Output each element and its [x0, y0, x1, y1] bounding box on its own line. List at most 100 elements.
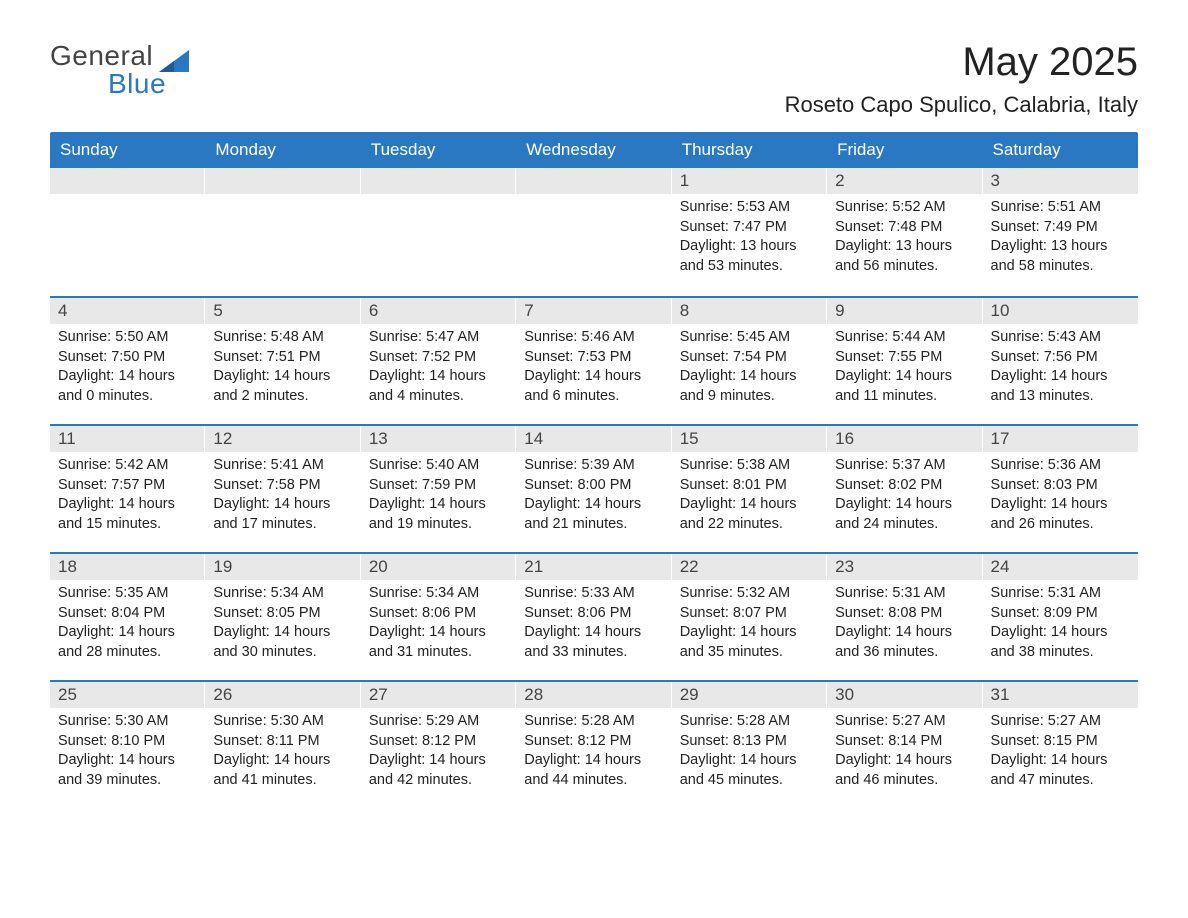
- sunrise-text: Sunrise: 5:31 AM: [991, 584, 1130, 604]
- daylight-text: Daylight: 14 hours and 13 minutes.: [991, 367, 1130, 406]
- day-number: 30: [827, 682, 982, 708]
- daylight-text: Daylight: 14 hours and 46 minutes.: [835, 751, 974, 790]
- daylight-text: Daylight: 14 hours and 44 minutes.: [524, 751, 663, 790]
- week-row: 4Sunrise: 5:50 AMSunset: 7:50 PMDaylight…: [50, 296, 1138, 424]
- sunset-text: Sunset: 8:06 PM: [524, 604, 663, 624]
- day-cell: 17Sunrise: 5:36 AMSunset: 8:03 PMDayligh…: [983, 426, 1138, 552]
- week-row: 25Sunrise: 5:30 AMSunset: 8:10 PMDayligh…: [50, 680, 1138, 808]
- daylight-text: Daylight: 13 hours and 56 minutes.: [835, 237, 974, 276]
- sunrise-text: Sunrise: 5:28 AM: [524, 712, 663, 732]
- weeks-container: 1Sunrise: 5:53 AMSunset: 7:47 PMDaylight…: [50, 168, 1138, 808]
- sunrise-text: Sunrise: 5:34 AM: [369, 584, 508, 604]
- sunrise-text: Sunrise: 5:40 AM: [369, 456, 508, 476]
- daylight-text: Daylight: 14 hours and 39 minutes.: [58, 751, 197, 790]
- sunset-text: Sunset: 8:05 PM: [213, 604, 352, 624]
- sunrise-text: Sunrise: 5:51 AM: [991, 198, 1130, 218]
- day-number: 8: [672, 298, 827, 324]
- day-cell: 16Sunrise: 5:37 AMSunset: 8:02 PMDayligh…: [827, 426, 982, 552]
- sunset-text: Sunset: 7:50 PM: [58, 348, 197, 368]
- sunrise-text: Sunrise: 5:36 AM: [991, 456, 1130, 476]
- day-number: 20: [361, 554, 516, 580]
- sunrise-text: Sunrise: 5:43 AM: [991, 328, 1130, 348]
- sunset-text: Sunset: 8:10 PM: [58, 732, 197, 752]
- sunrise-text: Sunrise: 5:48 AM: [213, 328, 352, 348]
- day-body: Sunrise: 5:44 AMSunset: 7:55 PMDaylight:…: [827, 324, 982, 412]
- day-body: Sunrise: 5:38 AMSunset: 8:01 PMDaylight:…: [672, 452, 827, 540]
- sunrise-text: Sunrise: 5:30 AM: [213, 712, 352, 732]
- day-body: Sunrise: 5:37 AMSunset: 8:02 PMDaylight:…: [827, 452, 982, 540]
- day-number: 28: [516, 682, 671, 708]
- sunrise-text: Sunrise: 5:45 AM: [680, 328, 819, 348]
- sunset-text: Sunset: 7:48 PM: [835, 218, 974, 238]
- sunset-text: Sunset: 7:59 PM: [369, 476, 508, 496]
- day-number: 2: [827, 168, 982, 194]
- day-cell: 15Sunrise: 5:38 AMSunset: 8:01 PMDayligh…: [672, 426, 827, 552]
- day-cell: 19Sunrise: 5:34 AMSunset: 8:05 PMDayligh…: [205, 554, 360, 680]
- sunrise-text: Sunrise: 5:28 AM: [680, 712, 819, 732]
- weekday-header: Friday: [827, 132, 982, 168]
- day-cell: [361, 168, 516, 296]
- weekday-header: Sunday: [50, 132, 205, 168]
- daylight-text: Daylight: 14 hours and 31 minutes.: [369, 623, 508, 662]
- daylight-text: Daylight: 14 hours and 11 minutes.: [835, 367, 974, 406]
- day-body: Sunrise: 5:29 AMSunset: 8:12 PMDaylight:…: [361, 708, 516, 796]
- day-cell: 10Sunrise: 5:43 AMSunset: 7:56 PMDayligh…: [983, 298, 1138, 424]
- week-row: 1Sunrise: 5:53 AMSunset: 7:47 PMDaylight…: [50, 168, 1138, 296]
- day-cell: 13Sunrise: 5:40 AMSunset: 7:59 PMDayligh…: [361, 426, 516, 552]
- brand-logo: General Blue: [50, 40, 189, 100]
- daylight-text: Daylight: 14 hours and 38 minutes.: [991, 623, 1130, 662]
- empty-day-number: [205, 168, 360, 194]
- week-row: 11Sunrise: 5:42 AMSunset: 7:57 PMDayligh…: [50, 424, 1138, 552]
- sunset-text: Sunset: 7:56 PM: [991, 348, 1130, 368]
- weekday-header: Monday: [205, 132, 360, 168]
- day-body: Sunrise: 5:30 AMSunset: 8:11 PMDaylight:…: [205, 708, 360, 796]
- day-body: Sunrise: 5:42 AMSunset: 7:57 PMDaylight:…: [50, 452, 205, 540]
- day-body: Sunrise: 5:39 AMSunset: 8:00 PMDaylight:…: [516, 452, 671, 540]
- day-cell: [516, 168, 671, 296]
- week-row: 18Sunrise: 5:35 AMSunset: 8:04 PMDayligh…: [50, 552, 1138, 680]
- sunset-text: Sunset: 8:08 PM: [835, 604, 974, 624]
- sunset-text: Sunset: 8:14 PM: [835, 732, 974, 752]
- sunrise-text: Sunrise: 5:29 AM: [369, 712, 508, 732]
- day-number: 12: [205, 426, 360, 452]
- sunset-text: Sunset: 7:52 PM: [369, 348, 508, 368]
- day-number: 27: [361, 682, 516, 708]
- sunrise-text: Sunrise: 5:30 AM: [58, 712, 197, 732]
- daylight-text: Daylight: 13 hours and 58 minutes.: [991, 237, 1130, 276]
- sunrise-text: Sunrise: 5:35 AM: [58, 584, 197, 604]
- page-title: May 2025: [785, 40, 1138, 84]
- daylight-text: Daylight: 13 hours and 53 minutes.: [680, 237, 819, 276]
- day-cell: 20Sunrise: 5:34 AMSunset: 8:06 PMDayligh…: [361, 554, 516, 680]
- sunrise-text: Sunrise: 5:39 AM: [524, 456, 663, 476]
- day-number: 23: [827, 554, 982, 580]
- sunrise-text: Sunrise: 5:42 AM: [58, 456, 197, 476]
- day-body: Sunrise: 5:50 AMSunset: 7:50 PMDaylight:…: [50, 324, 205, 412]
- day-body: Sunrise: 5:31 AMSunset: 8:08 PMDaylight:…: [827, 580, 982, 668]
- daylight-text: Daylight: 14 hours and 0 minutes.: [58, 367, 197, 406]
- sunrise-text: Sunrise: 5:50 AM: [58, 328, 197, 348]
- daylight-text: Daylight: 14 hours and 24 minutes.: [835, 495, 974, 534]
- day-cell: 14Sunrise: 5:39 AMSunset: 8:00 PMDayligh…: [516, 426, 671, 552]
- sunrise-text: Sunrise: 5:52 AM: [835, 198, 974, 218]
- day-body: Sunrise: 5:53 AMSunset: 7:47 PMDaylight:…: [672, 194, 827, 282]
- day-number: 25: [50, 682, 205, 708]
- day-cell: [50, 168, 205, 296]
- day-number: 22: [672, 554, 827, 580]
- day-cell: 6Sunrise: 5:47 AMSunset: 7:52 PMDaylight…: [361, 298, 516, 424]
- day-body: Sunrise: 5:36 AMSunset: 8:03 PMDaylight:…: [983, 452, 1138, 540]
- sunset-text: Sunset: 7:47 PM: [680, 218, 819, 238]
- sunset-text: Sunset: 7:57 PM: [58, 476, 197, 496]
- day-cell: 27Sunrise: 5:29 AMSunset: 8:12 PMDayligh…: [361, 682, 516, 808]
- day-cell: 4Sunrise: 5:50 AMSunset: 7:50 PMDaylight…: [50, 298, 205, 424]
- calendar-page: General Blue May 2025 Roseto Capo Spulic…: [0, 0, 1188, 918]
- day-number: 21: [516, 554, 671, 580]
- day-number: 16: [827, 426, 982, 452]
- day-cell: 8Sunrise: 5:45 AMSunset: 7:54 PMDaylight…: [672, 298, 827, 424]
- day-number: 17: [983, 426, 1138, 452]
- day-body: Sunrise: 5:35 AMSunset: 8:04 PMDaylight:…: [50, 580, 205, 668]
- daylight-text: Daylight: 14 hours and 36 minutes.: [835, 623, 974, 662]
- sunset-text: Sunset: 8:09 PM: [991, 604, 1130, 624]
- location-subtitle: Roseto Capo Spulico, Calabria, Italy: [785, 92, 1138, 118]
- sunset-text: Sunset: 7:55 PM: [835, 348, 974, 368]
- day-cell: 5Sunrise: 5:48 AMSunset: 7:51 PMDaylight…: [205, 298, 360, 424]
